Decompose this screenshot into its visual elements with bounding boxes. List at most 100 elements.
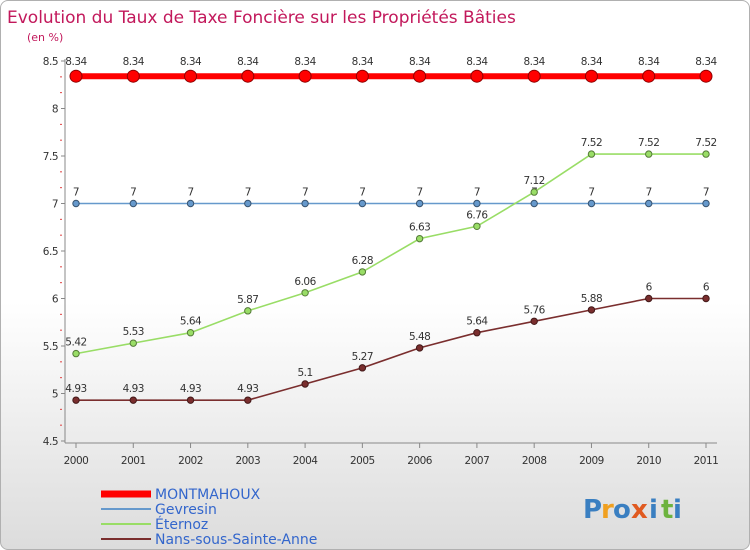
data-point[interactable]: [355, 69, 369, 83]
data-point[interactable]: [72, 199, 80, 208]
data-point[interactable]: [415, 344, 424, 352]
data-label: 8.34: [409, 56, 431, 68]
data-point[interactable]: [645, 294, 653, 303]
data-point[interactable]: [587, 199, 596, 208]
x-tick-label: 2005: [350, 455, 375, 467]
data-point[interactable]: [298, 69, 312, 83]
data-label: 5.64: [180, 316, 202, 328]
data-point[interactable]: [126, 69, 140, 83]
data-label: 8.34: [523, 56, 545, 68]
data-point[interactable]: [72, 349, 80, 358]
data-point[interactable]: [186, 329, 195, 337]
data-point[interactable]: [645, 199, 653, 208]
data-point[interactable]: [645, 150, 653, 158]
data-label: 8.34: [466, 56, 488, 68]
data-point[interactable]: [129, 339, 137, 347]
data-point[interactable]: [470, 69, 484, 83]
legend-label: Gevresin: [155, 502, 217, 518]
data-point[interactable]: [301, 289, 309, 297]
data-label: 7: [73, 187, 79, 199]
data-label: 4.93: [65, 383, 86, 395]
data-point[interactable]: [587, 150, 596, 158]
data-label: 7: [130, 187, 136, 199]
data-point[interactable]: [587, 306, 596, 314]
x-axis-ticks: 2000 2001 2002 2003 2004 2005 2006 2007 2008 2009…: [64, 443, 719, 467]
y-axis-ticks: 4.5 5 5.5 6 6.5 7 7.5 8 8.5: [43, 56, 65, 448]
data-point[interactable]: [244, 307, 252, 315]
chart-subtitle: (en %): [27, 31, 63, 44]
data-label: 8.34: [180, 56, 202, 68]
y-tick-label: 4.5: [43, 436, 58, 448]
legend-label: MONTMAHOUX: [155, 487, 261, 503]
data-label: 5.27: [352, 351, 373, 363]
data-label: 6: [646, 282, 653, 294]
logo-letter: o: [613, 495, 631, 525]
data-point[interactable]: [244, 396, 252, 404]
data-label: 6.63: [409, 222, 430, 234]
data-label: 7: [474, 187, 480, 199]
y-tick-label: 7.5: [43, 151, 58, 163]
data-label: 5.53: [123, 326, 144, 338]
legend: MONTMAHOUXGevresinÉternozNans-sous-Saint…: [101, 487, 317, 548]
data-point[interactable]: [69, 69, 83, 83]
data-label: 8.34: [352, 56, 374, 68]
logo-letter: r: [601, 495, 614, 525]
data-point[interactable]: [184, 69, 198, 83]
data-point[interactable]: [702, 199, 710, 208]
data-point[interactable]: [473, 222, 481, 231]
data-label: 8.34: [695, 56, 717, 68]
data-point[interactable]: [702, 150, 710, 158]
series-group: 8.34 8.34 8.34 8.34 8.34 8.34 8.34 8.34 8.34 8.34…: [65, 56, 718, 404]
data-point[interactable]: [186, 199, 195, 208]
y-tick-label: 6.5: [43, 246, 58, 258]
series-eternoz: 5.42 5.53 5.64 5.87 6.06 6.28 6.63 6.76 7.12 7.52…: [65, 137, 717, 358]
data-point[interactable]: [530, 317, 538, 325]
data-label: 6.28: [352, 255, 373, 267]
data-point[interactable]: [244, 199, 252, 208]
data-point[interactable]: [358, 268, 367, 276]
data-point[interactable]: [186, 396, 195, 404]
data-label: 6: [703, 282, 710, 294]
data-label: 6.76: [466, 209, 488, 221]
data-label: 7: [302, 187, 308, 199]
data-label: 7: [417, 187, 423, 199]
data-point[interactable]: [358, 364, 367, 372]
data-point[interactable]: [473, 329, 481, 337]
data-point[interactable]: [642, 69, 656, 83]
data-point[interactable]: [241, 69, 255, 83]
data-point[interactable]: [584, 69, 598, 83]
data-point[interactable]: [415, 199, 424, 208]
data-label: 7.52: [638, 137, 659, 149]
data-label: 4.93: [123, 383, 144, 395]
data-point[interactable]: [415, 234, 424, 243]
data-point[interactable]: [530, 188, 538, 196]
data-label: 5.1: [297, 367, 312, 379]
data-point[interactable]: [699, 69, 713, 83]
y-tick-label: 5.5: [43, 341, 58, 353]
logo-letter: i: [649, 495, 658, 525]
legend-label: Nans-sous-Sainte-Anne: [155, 532, 317, 548]
logo-letter: x: [631, 495, 648, 525]
data-point[interactable]: [473, 199, 481, 208]
data-point[interactable]: [301, 199, 309, 208]
data-point[interactable]: [527, 69, 541, 83]
data-label: 8.34: [638, 56, 660, 68]
y-tick-label: 7: [52, 199, 58, 211]
data-point[interactable]: [413, 69, 427, 83]
x-tick-label: 2007: [465, 455, 490, 467]
data-point[interactable]: [301, 380, 309, 388]
data-point[interactable]: [129, 199, 137, 208]
data-label: 6.06: [294, 276, 316, 288]
data-point[interactable]: [530, 199, 538, 208]
data-point[interactable]: [358, 199, 367, 208]
x-tick-label: 2011: [694, 455, 719, 467]
x-tick-label: 2000: [64, 455, 89, 467]
x-tick-label: 2002: [178, 455, 203, 467]
data-label: 5.48: [409, 331, 430, 343]
data-point[interactable]: [702, 294, 710, 303]
data-point[interactable]: [129, 396, 137, 404]
x-tick-label: 2009: [579, 455, 604, 467]
data-label: 7: [646, 187, 652, 199]
data-point[interactable]: [72, 396, 80, 404]
